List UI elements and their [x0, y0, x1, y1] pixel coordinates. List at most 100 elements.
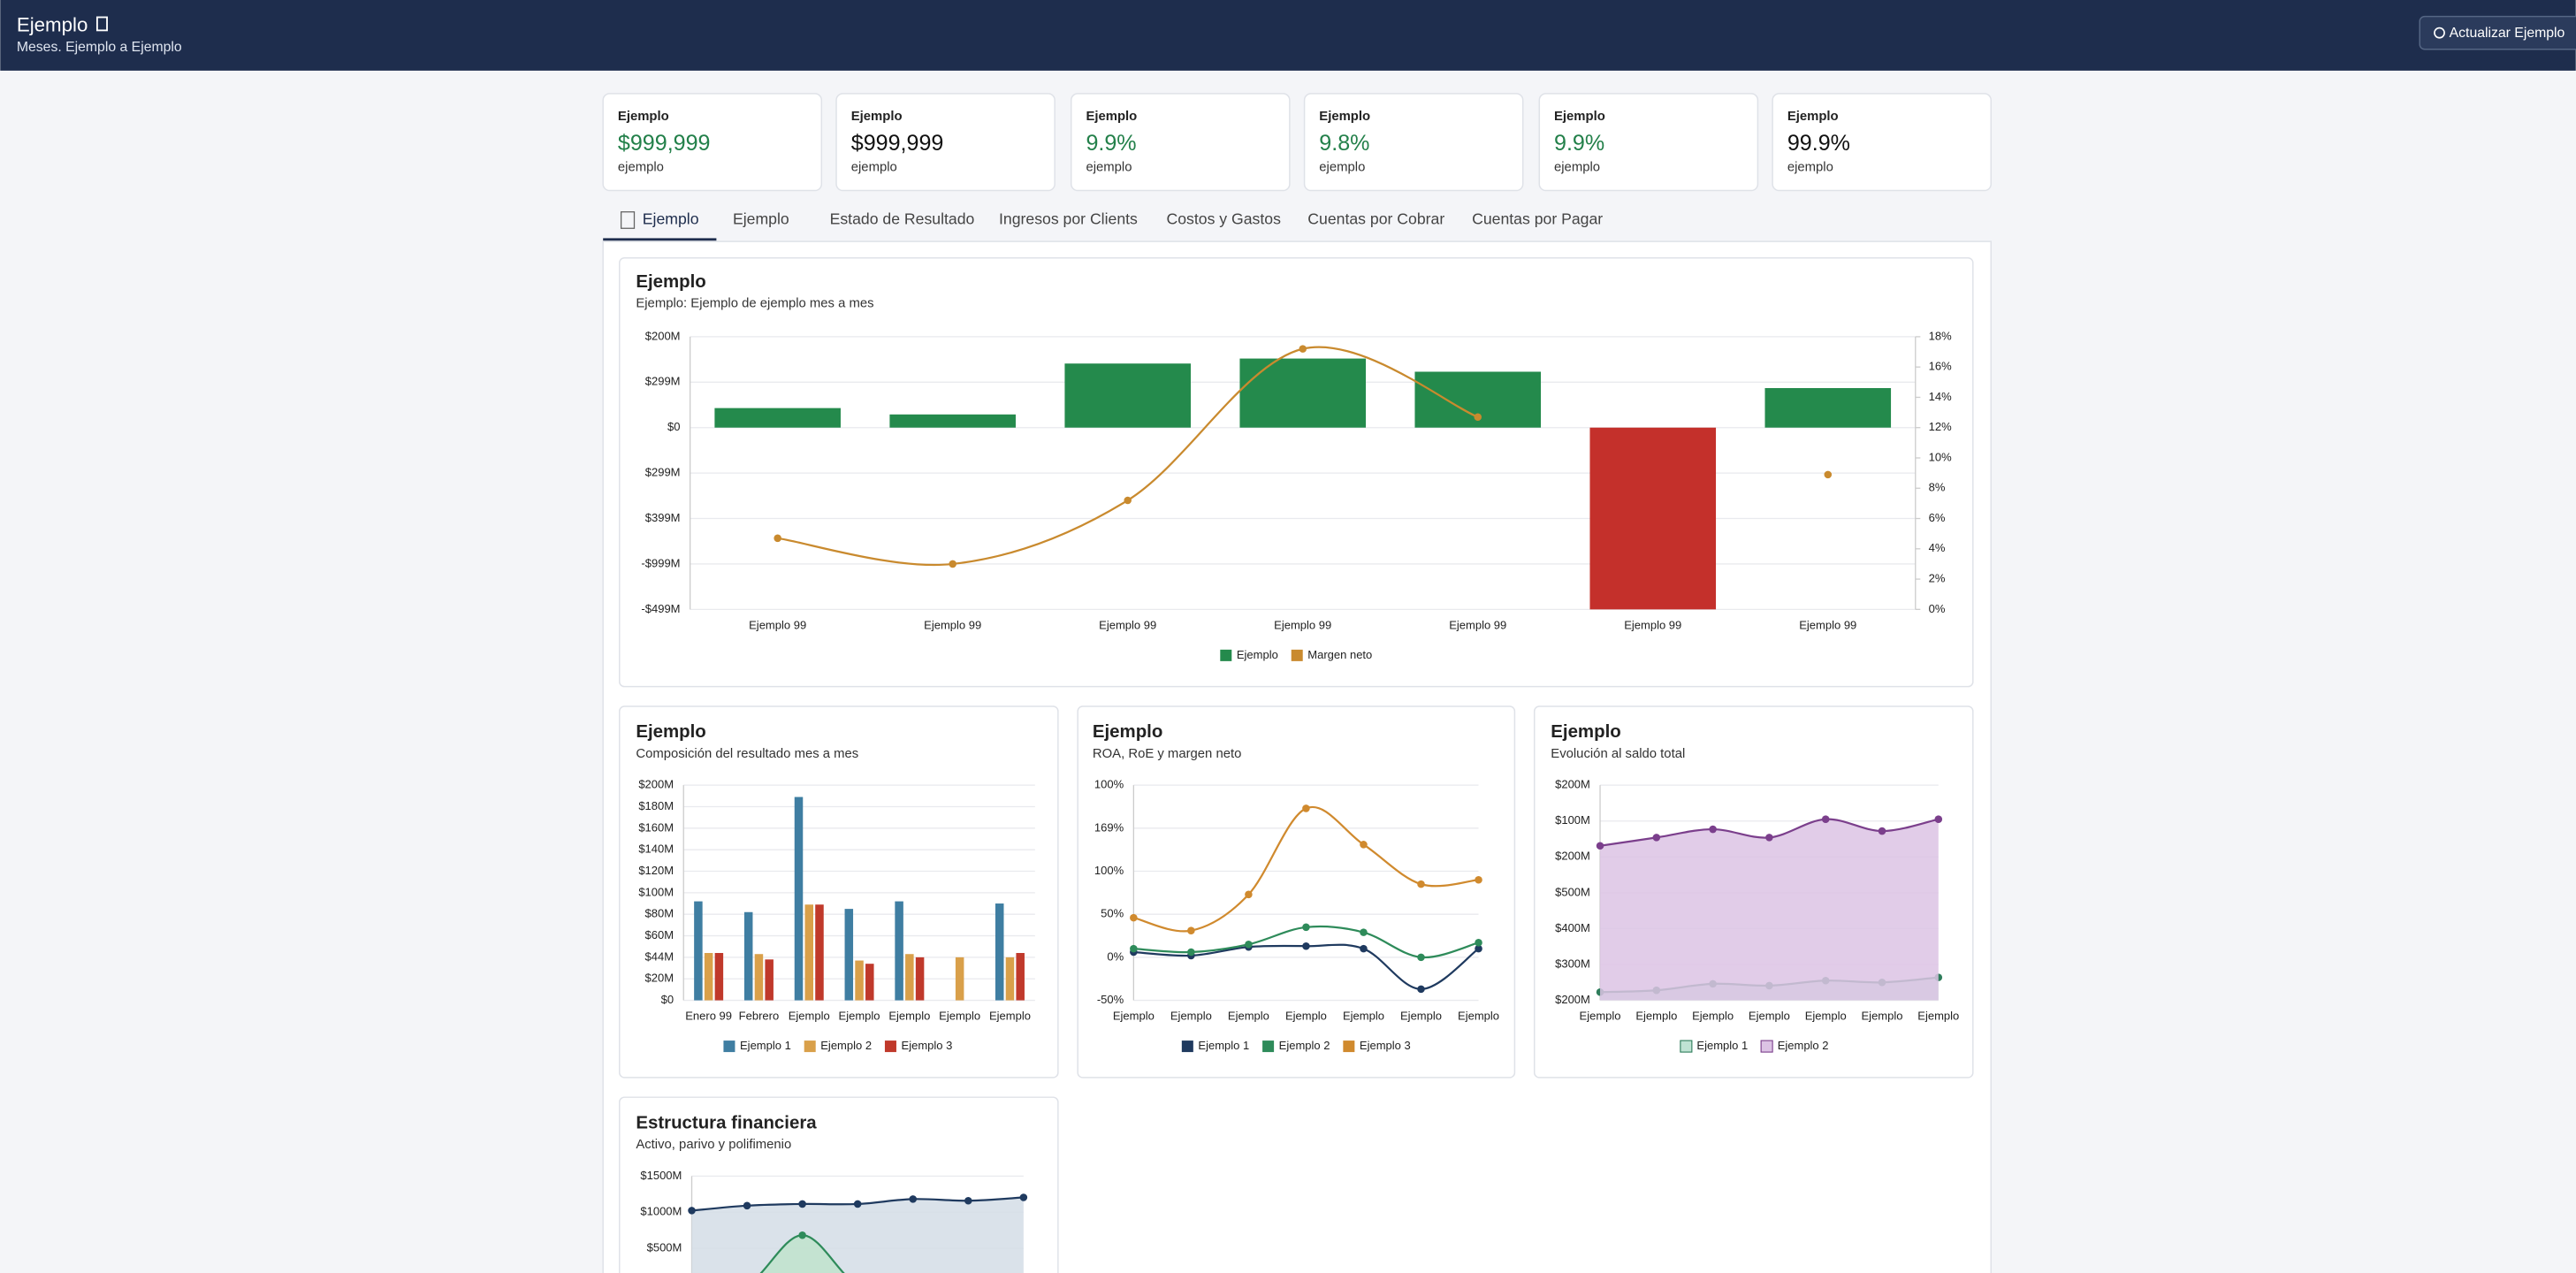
tab[interactable]: Costos y Gastos — [1167, 210, 1282, 228]
point — [909, 1195, 918, 1203]
x-tick-label: Ejemplo — [1635, 1010, 1677, 1023]
kpi-value: $999,999 — [851, 131, 944, 156]
kpi-value: 9.9% — [1554, 131, 1604, 156]
y-tick-label: $400M — [1555, 921, 1590, 934]
y2-tick-label: 6% — [1929, 511, 1946, 524]
legend-swatch — [1181, 1041, 1193, 1053]
header-title: Ejemplo — [17, 14, 88, 36]
chart-title: Ejemplo — [636, 722, 705, 742]
x-tick-label: Ejemplo — [1749, 1010, 1790, 1023]
chart-title: Estructura financiera — [636, 1113, 817, 1132]
header-bar — [0, 0, 2576, 71]
x-tick-label: Ejemplo — [1228, 1010, 1269, 1023]
bar — [815, 904, 824, 1001]
tab[interactable]: Cuentas por Cobrar — [1307, 210, 1444, 228]
x-tick-label: Ejemplo — [1113, 1010, 1155, 1023]
kpi-label: Ejemplo — [618, 110, 669, 124]
x-tick-label: Ejemplo 99 — [1274, 618, 1331, 631]
kpi-card — [835, 93, 1056, 192]
area — [691, 1197, 1024, 1273]
bar — [1764, 387, 1892, 428]
bar — [995, 903, 1004, 1001]
bar — [794, 797, 804, 1001]
point — [1299, 345, 1307, 353]
kpi-value: 9.9% — [1086, 131, 1136, 156]
legend-label: Margen neto — [1307, 648, 1372, 661]
point — [1417, 953, 1425, 962]
refresh-button[interactable] — [2419, 15, 2576, 50]
y2-tick-label: 2% — [1929, 572, 1946, 585]
point — [1187, 926, 1195, 934]
chart-subtitle: Activo, parivo y polifimenio — [636, 1138, 791, 1152]
point — [1245, 890, 1253, 899]
chart-subtitle: Evolución al saldo total — [1551, 747, 1685, 761]
point — [853, 1200, 862, 1208]
y-tick-label: $1000M — [640, 1205, 682, 1218]
tab[interactable]: Ingresos por Clients — [999, 210, 1138, 228]
y-tick-label: $20M — [645, 972, 674, 985]
kpi-card — [1070, 93, 1291, 192]
legend-swatch — [1680, 1040, 1693, 1053]
point — [688, 1207, 696, 1215]
kpi-label: Ejemplo — [1787, 110, 1839, 124]
legend-swatch — [1220, 649, 1232, 661]
x-tick-label: Ejemplo — [1170, 1010, 1212, 1023]
y-tick-label: $300M — [1555, 957, 1590, 970]
bar — [844, 909, 854, 1001]
y-tick-label: $120M — [638, 864, 674, 877]
point — [798, 1231, 806, 1239]
y2-tick-label: 18% — [1929, 329, 1952, 342]
tab[interactable]: Estado de Resultado — [830, 210, 975, 228]
chart-card — [619, 705, 1059, 1079]
x-tick-label: Ejemplo 99 — [749, 618, 806, 631]
y-tick-label: $500M — [647, 1241, 682, 1254]
kpi-card — [602, 93, 823, 192]
y-tick-label: $299M — [645, 466, 681, 479]
refresh-label: Actualizar Ejemplo — [2450, 26, 2565, 41]
legend-label: Ejemplo 2 — [820, 1039, 872, 1052]
y-tick-label: $1500M — [640, 1169, 682, 1182]
x-tick-label: Ejemplo 99 — [924, 618, 981, 631]
tab[interactable]: Cuentas por Pagar — [1472, 210, 1603, 228]
y-tick-label: -$499M — [641, 602, 680, 615]
kpi-label: Ejemplo — [851, 110, 903, 124]
tab[interactable]: Ejemplo — [643, 210, 699, 228]
chart-title: Ejemplo — [1093, 722, 1162, 742]
point — [1124, 496, 1132, 505]
legend-label: Ejemplo 1 — [1198, 1039, 1249, 1052]
y-tick-label: $80M — [645, 907, 674, 920]
x-tick-label: Ejemplo — [1400, 1010, 1442, 1023]
x-tick-label: Ejemplo — [789, 1010, 830, 1023]
point — [1821, 815, 1830, 823]
chart-card — [1077, 705, 1516, 1079]
header-subtitle: Meses. Ejemplo a Ejemplo — [17, 40, 182, 55]
x-tick-label: Ejemplo — [1343, 1010, 1384, 1023]
legend-swatch — [804, 1041, 816, 1053]
tab[interactable]: Ejemplo — [733, 210, 789, 228]
point — [1019, 1193, 1028, 1201]
bar — [865, 964, 874, 1001]
chart-title: Ejemplo — [636, 272, 705, 292]
point — [743, 1201, 751, 1210]
legend-label: Ejemplo 1 — [1696, 1039, 1748, 1052]
point — [1596, 842, 1604, 850]
kpi-label: Ejemplo — [1554, 110, 1605, 124]
x-tick-label: Ejemplo — [1805, 1010, 1847, 1023]
chart-subtitle: Composición del resultado mes a mes — [636, 747, 858, 761]
y-tick-label: 0% — [1107, 949, 1124, 963]
bar — [765, 959, 774, 1001]
y2-tick-label: 14% — [1929, 390, 1952, 403]
bar — [895, 901, 903, 1001]
x-tick-label: Febrero — [739, 1010, 780, 1023]
y-tick-label: 100% — [1094, 864, 1124, 877]
y-tick-label: 169% — [1094, 820, 1124, 834]
legend-label: Ejemplo — [1237, 648, 1278, 661]
y-tick-label: $100M — [638, 885, 674, 898]
legend-label: Ejemplo 1 — [740, 1039, 791, 1052]
x-tick-label: Ejemplo — [1692, 1010, 1734, 1023]
y-tick-label: $44M — [645, 949, 674, 963]
bar — [754, 954, 764, 1001]
y-tick-label: $200M — [645, 329, 681, 342]
point — [1130, 944, 1138, 953]
y-tick-label: $200M — [1555, 850, 1590, 863]
